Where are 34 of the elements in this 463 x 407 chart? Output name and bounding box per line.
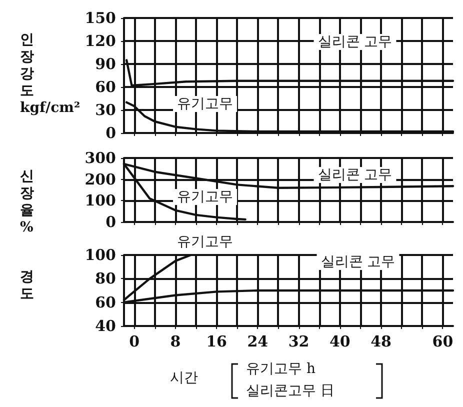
y-axis-title: 경도	[20, 269, 34, 302]
y-tick-label: 150	[84, 9, 116, 27]
y-tick-label: 120	[84, 32, 116, 50]
series-label: 유기고무	[177, 234, 233, 250]
y-tick-label: 0	[106, 213, 116, 231]
x-tick-label: 48	[370, 332, 392, 350]
y-tick-label: 60	[95, 78, 116, 96]
x-tick-label: 24	[247, 332, 268, 350]
y-tick-label: 60	[95, 293, 116, 312]
x-tick-label: 40	[329, 332, 350, 350]
text: 유기고무 h	[246, 361, 316, 377]
text: 실리콘 고무	[318, 34, 392, 50]
x-tick-label: 60	[432, 332, 454, 350]
x-tick-label: 0	[129, 332, 140, 350]
series-label: 실리콘 고무	[318, 167, 392, 183]
y-tick-label: 30	[95, 101, 116, 119]
y-tick-label: 200	[84, 170, 116, 188]
x-axis-title: 시간	[170, 370, 198, 386]
y-axis-title: 신장율 %	[20, 168, 34, 236]
y-axis-title: 인장강도 kgf/cm²	[20, 32, 80, 116]
series-label: 유기고무	[177, 96, 233, 112]
y-tick-label: 80	[95, 270, 116, 288]
x-tick-label: 32	[288, 332, 310, 350]
y-tick-label: 300	[84, 149, 116, 167]
y-tick-label: 90	[95, 55, 116, 73]
series-label: 유기고무	[177, 189, 233, 205]
y-tick-label: 100	[84, 246, 116, 264]
y-tick-label: 40	[95, 317, 116, 335]
series-label: 실리콘 고무	[320, 254, 396, 270]
x-tick-label: 8	[170, 332, 181, 350]
x-tick-label: 16	[206, 332, 227, 350]
y-tick-label: 100	[84, 192, 116, 210]
y-tick-label: 0	[106, 124, 116, 142]
text: 실리콘고무 日	[246, 383, 334, 399]
